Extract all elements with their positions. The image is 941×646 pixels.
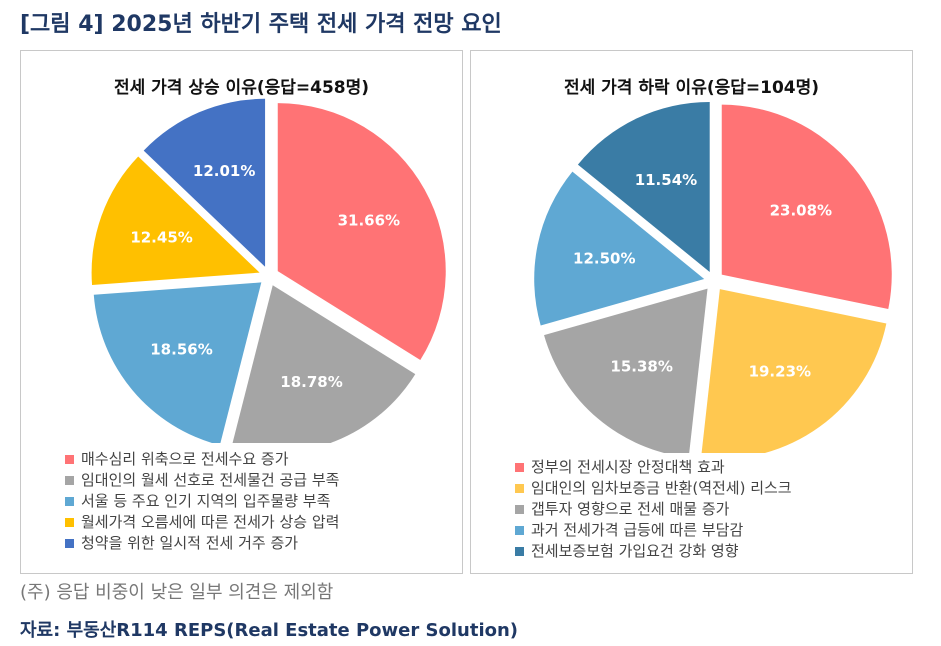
source-line: 자료: 부동산R114 REPS(Real Estate Power Solut… (20, 620, 519, 641)
legend-item: 갭투자 영향으로 전세 매물 증가 (515, 499, 792, 520)
rise-pie-chart: 31.66% 18.78% 18.56% 12.45% 12.01% (91, 98, 446, 443)
legend-swatch (515, 547, 524, 556)
legend-item: 매수심리 위축으로 전세수요 증가 (65, 449, 339, 470)
legend-label: 임대인의 임차보증금 반환(역전세) 리스크 (531, 479, 792, 497)
legend-item: 정부의 전세시장 안정대책 효과 (515, 457, 792, 478)
legend-swatch (515, 484, 524, 493)
legend-label: 정부의 전세시장 안정대책 효과 (531, 458, 725, 476)
pie-slice (701, 289, 887, 453)
rise-chart-title: 전세 가격 상승 이유(응답=458명) (113, 78, 370, 98)
legend-item: 서울 등 주요 인기 지역의 입주물량 부족 (65, 491, 339, 512)
legend-label: 전세보증보험 가입요건 강화 영향 (531, 542, 739, 560)
slice-label: 12.45% (130, 228, 192, 246)
slice-label: 19.23% (749, 363, 811, 381)
legend-swatch (65, 476, 74, 485)
slice-label: 23.08% (770, 201, 832, 219)
legend-label: 임대인의 월세 선호로 전세물건 공급 부족 (81, 471, 340, 489)
legend-label: 매수심리 위축으로 전세수요 증가 (81, 450, 289, 468)
pie-slice (143, 98, 266, 267)
slice-label: 31.66% (338, 212, 400, 230)
legend-swatch (515, 526, 524, 535)
legend-label: 청약을 위한 일시적 전세 거주 증가 (81, 534, 299, 552)
legend-swatch (515, 463, 524, 472)
legend-label: 월세가격 오름세에 따른 전세가 상승 압력 (81, 513, 340, 531)
legend-item: 임대인의 임차보증금 반환(역전세) 리스크 (515, 478, 792, 499)
legend-label: 갭투자 영향으로 전세 매물 증가 (531, 500, 730, 518)
fall-chart-title: 전세 가격 하락 이유(응답=104명) (563, 78, 820, 98)
legend-item: 임대인의 월세 선호로 전세물건 공급 부족 (65, 470, 339, 491)
slice-label: 12.50% (573, 249, 635, 267)
fall-chart-panel: 전세 가격 하락 이유(응답=104명) 23.08% 19.23% 15.38% 1… (470, 50, 913, 574)
legend-item: 전세보증보험 가입요건 강화 영향 (515, 541, 792, 562)
legend-swatch (515, 505, 524, 514)
legend-item: 월세가격 오름세에 따른 전세가 상승 압력 (65, 512, 339, 533)
rise-chart-panel: 전세 가격 상승 이유(응답=458명) 31.66% 18.78% 18.56% 1… (20, 50, 463, 574)
pie-slice (93, 282, 262, 443)
pie-slice (544, 288, 708, 453)
legend-item: 청약을 위한 일시적 전세 거주 증가 (65, 533, 339, 554)
legend-label: 서울 등 주요 인기 지역의 입주물량 부족 (81, 492, 331, 510)
figure-title: [그림 4] 2025년 하반기 주택 전세 가격 전망 요인 (20, 12, 502, 37)
slice-label: 18.56% (150, 340, 212, 358)
legend-swatch (65, 518, 74, 527)
slice-label: 15.38% (610, 357, 672, 375)
pie-slice (232, 285, 416, 443)
slice-label: 18.78% (280, 373, 342, 391)
pie-slice (534, 171, 705, 326)
legend-item: 과거 전세가격 급등에 따른 부담감 (515, 520, 792, 541)
footnote: (주) 응답 비중이 낮은 일부 의견은 제외함 (20, 582, 334, 603)
legend-swatch (65, 455, 74, 464)
pie-slice (277, 103, 446, 361)
pie-slice (91, 156, 260, 285)
slice-label: 11.54% (635, 171, 697, 189)
legend-swatch (65, 539, 74, 548)
legend-label: 과거 전세가격 급등에 따른 부담감 (531, 521, 744, 539)
slice-label: 12.01% (193, 162, 255, 180)
legend-swatch (65, 497, 74, 506)
fall-pie-chart: 23.08% 19.23% 15.38% 12.50% 11.54% (534, 101, 892, 453)
pie-slice (577, 101, 710, 272)
pie-slice (721, 104, 892, 310)
